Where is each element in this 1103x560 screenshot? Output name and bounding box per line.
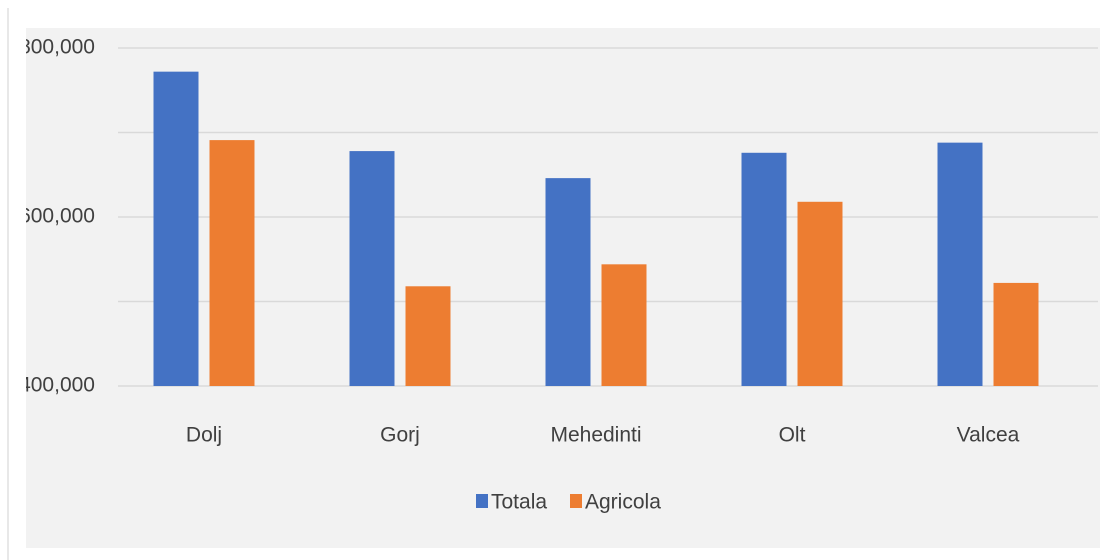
x-tick-label: Valcea <box>957 424 1020 447</box>
legend-label: Agricola <box>585 491 661 514</box>
legend-swatch <box>476 494 488 508</box>
bar <box>741 152 787 386</box>
bar <box>545 178 591 386</box>
x-tick-label: Gorj <box>380 424 420 447</box>
plot: 400,000 600,000 800,000 Dolj Gorj Mehedinti Ol… <box>19 36 1098 514</box>
y-tick-label: 400,000 <box>19 374 95 397</box>
legend-label: Totala <box>491 491 547 514</box>
bar <box>153 71 199 386</box>
y-tick-label: 600,000 <box>19 205 95 228</box>
bar <box>797 201 843 386</box>
legend-swatch <box>570 494 582 508</box>
bar <box>937 142 983 386</box>
x-tick-label: Olt <box>779 424 806 447</box>
y-tick-label: 800,000 <box>19 36 95 59</box>
bar <box>993 282 1039 386</box>
bar <box>405 286 451 386</box>
bar <box>349 151 395 386</box>
x-tick-label: Mehedinti <box>550 424 641 447</box>
x-tick-label: Dolj <box>186 424 222 447</box>
bar <box>601 264 647 386</box>
bar <box>209 140 255 386</box>
